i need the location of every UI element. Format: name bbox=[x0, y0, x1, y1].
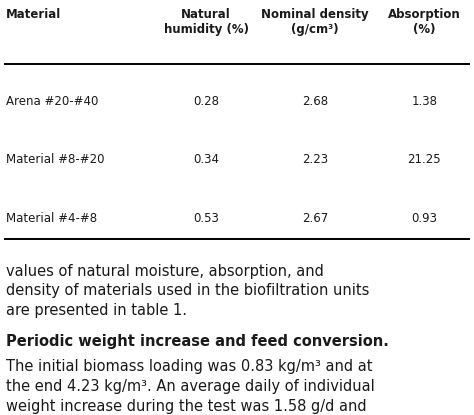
Text: Periodic weight increase and feed conversion.: Periodic weight increase and feed conver… bbox=[6, 334, 389, 349]
Text: Material: Material bbox=[6, 8, 61, 21]
Text: values of natural moisture, absorption, and
density of materials used in the bio: values of natural moisture, absorption, … bbox=[6, 264, 369, 318]
Text: 0.93: 0.93 bbox=[411, 212, 437, 225]
Text: Arena #20-#40: Arena #20-#40 bbox=[6, 95, 98, 108]
Text: Nominal density
(g/cm³): Nominal density (g/cm³) bbox=[261, 8, 369, 36]
Text: 1.38: 1.38 bbox=[411, 95, 437, 108]
Text: 21.25: 21.25 bbox=[408, 153, 441, 166]
Text: 0.34: 0.34 bbox=[193, 153, 219, 166]
Text: 2.67: 2.67 bbox=[302, 212, 328, 225]
Text: 2.68: 2.68 bbox=[302, 95, 328, 108]
Text: 0.53: 0.53 bbox=[193, 212, 219, 225]
Text: Absorption
(%): Absorption (%) bbox=[388, 8, 461, 36]
Text: Material #4-#8: Material #4-#8 bbox=[6, 212, 97, 225]
Text: Material #8-#20: Material #8-#20 bbox=[6, 153, 104, 166]
Text: 2.23: 2.23 bbox=[302, 153, 328, 166]
Text: Natural
humidity (%): Natural humidity (%) bbox=[164, 8, 249, 36]
Text: 0.28: 0.28 bbox=[193, 95, 219, 108]
Text: The initial biomass loading was 0.83 kg/m³ and at
the end 4.23 kg/m³. An average: The initial biomass loading was 0.83 kg/… bbox=[6, 359, 374, 415]
